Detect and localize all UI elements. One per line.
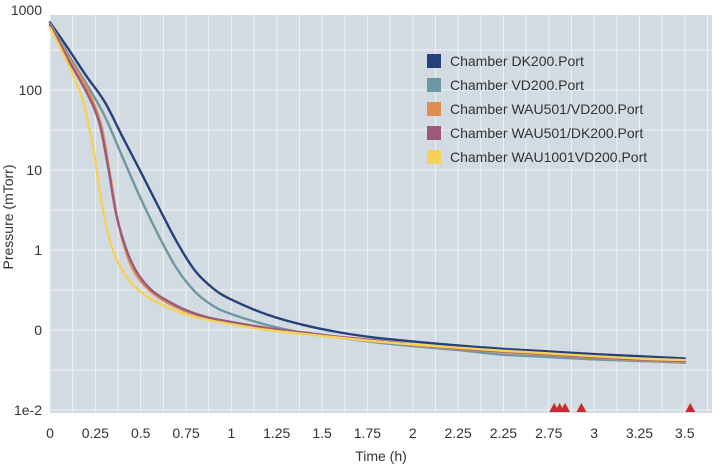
grid	[49, 15, 712, 413]
x-tick-label: 1	[227, 425, 235, 441]
y-tick-labels: 1e-2 0 1 10 100 1000	[11, 2, 42, 418]
y-tick-label: 1e-2	[14, 402, 42, 418]
event-marker	[685, 403, 696, 412]
legend-label: Chamber WAU501/VD200.Port	[450, 101, 643, 117]
x-tick-label: 1.5	[312, 425, 332, 441]
legend-label: Chamber DK200.Port	[450, 53, 584, 69]
y-tick-label: 0	[34, 322, 42, 338]
y-tick-label: 100	[19, 82, 43, 98]
y-tick-label: 1	[34, 242, 42, 258]
x-tick-label: 2	[409, 425, 417, 441]
event-marker	[560, 403, 571, 412]
series-lines	[48, 21, 686, 364]
x-tick-label: 2.25	[444, 425, 471, 441]
x-tick-label: 3	[590, 425, 598, 441]
legend: Chamber DK200.Port Chamber VD200.Port Cham…	[427, 53, 647, 165]
x-tick-label: 3.25	[626, 425, 653, 441]
legend-swatch	[427, 78, 441, 92]
legend-swatch	[427, 102, 441, 116]
event-markers	[549, 403, 696, 412]
x-tick-label: 0.5	[131, 425, 151, 441]
x-tick-label: 2.25	[490, 425, 517, 441]
x-tick-labels: 0 0.25 0.5 0.75 1 1.25 1.5 1.75 2 2.25 2.25 2.75 3 3.…	[46, 425, 695, 441]
x-tick-label: 1.75	[354, 425, 381, 441]
x-tick-label: 1.25	[263, 425, 290, 441]
plot-background	[50, 15, 712, 413]
x-axis-title: Time (h)	[355, 448, 407, 464]
x-tick-label: 0.75	[172, 425, 199, 441]
legend-swatch	[427, 126, 441, 140]
legend-label: Chamber VD200.Port	[450, 77, 584, 93]
x-tick-label: 0.25	[82, 425, 109, 441]
y-axis-title: Pressure (mTorr)	[0, 164, 16, 269]
legend-label: Chamber WAU501/DK200.Port	[450, 125, 643, 141]
series-line	[48, 21, 686, 360]
legend-swatch	[427, 150, 441, 164]
legend-swatch	[427, 54, 441, 68]
series-line	[48, 22, 686, 364]
legend-label: Chamber WAU1001VD200.Port	[450, 149, 647, 165]
x-tick-label: 0	[46, 425, 54, 441]
y-tick-label: 1000	[11, 2, 42, 18]
event-marker	[576, 403, 587, 412]
series-line	[48, 26, 686, 362]
x-tick-label: 2.75	[535, 425, 562, 441]
x-tick-label: 3.5	[675, 425, 695, 441]
y-tick-label: 10	[26, 162, 42, 178]
